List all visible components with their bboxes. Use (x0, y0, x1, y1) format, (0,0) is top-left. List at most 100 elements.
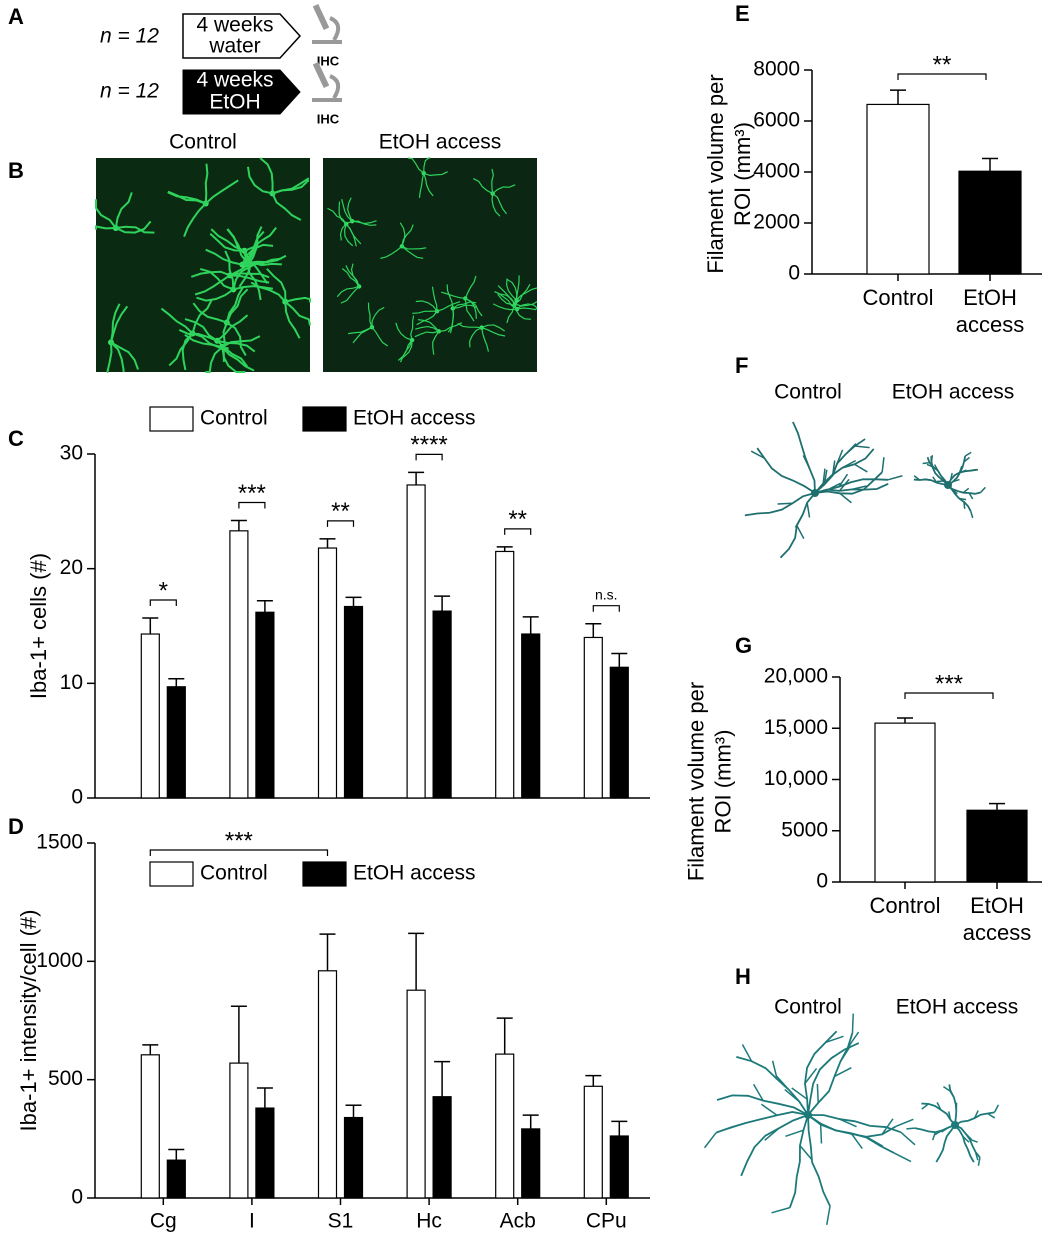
process (516, 303, 538, 310)
process (110, 341, 125, 373)
significance-label: *** (225, 827, 253, 854)
process (106, 342, 113, 373)
y-tick-label: 6000 (753, 109, 800, 132)
bar (495, 1053, 515, 1199)
process (225, 286, 245, 323)
bar (521, 633, 541, 799)
bar (958, 170, 1022, 275)
dendrite (744, 492, 816, 517)
significance-bracket (504, 528, 532, 535)
dendrite (760, 1103, 778, 1116)
process (347, 197, 353, 222)
process (516, 307, 538, 311)
process (367, 302, 373, 328)
process (348, 326, 373, 335)
dendrite (887, 475, 903, 481)
y-axis-label-box: Filament volume per ROI (mm³) (703, 74, 755, 273)
microscope-icon (312, 61, 342, 102)
process (168, 332, 194, 367)
arrow-box (182, 69, 301, 115)
y-tick-label: 0 (71, 786, 83, 809)
dendrite (913, 478, 949, 486)
box-text: water (208, 35, 260, 58)
significance-bracket (326, 520, 355, 527)
process (436, 301, 461, 312)
y-tick-label: 10,000 (764, 767, 828, 790)
dendrite (715, 1111, 809, 1134)
y-tick-label: 1500 (36, 831, 83, 854)
dendrite (814, 448, 875, 494)
x-tick-label-box: Control (863, 285, 934, 310)
bar (966, 809, 1028, 883)
y-tick-label: 0 (788, 262, 800, 285)
dendrite (977, 1157, 981, 1166)
process (423, 171, 448, 176)
dendrite (987, 1112, 996, 1119)
process (225, 288, 249, 323)
dendrite (741, 1044, 753, 1062)
bar (140, 1054, 160, 1199)
dendrite (993, 1104, 1000, 1113)
process (401, 245, 424, 259)
panel-label: C (8, 426, 24, 451)
significance-bracket (592, 605, 620, 612)
readout: IHC (317, 111, 340, 126)
process (481, 324, 505, 332)
dendrite (922, 461, 930, 465)
dendrite (854, 463, 868, 473)
significance-label: ** (933, 51, 952, 78)
x-tick-label-box: Control (870, 893, 941, 918)
process (246, 166, 273, 195)
dendrite (816, 1083, 819, 1103)
process (205, 179, 239, 205)
legend-label: EtOH access (353, 407, 476, 430)
process (199, 267, 234, 291)
dendrite (954, 1124, 975, 1163)
y-tick-label: 8000 (753, 58, 800, 81)
process (226, 321, 247, 356)
dendrite (814, 483, 889, 494)
process (205, 248, 243, 266)
x-tick-label: S1 (328, 1210, 354, 1233)
process (415, 325, 440, 332)
y-tick-label: 0 (71, 1186, 83, 1209)
process (340, 286, 360, 304)
y-tick-label: 15,000 (764, 716, 828, 739)
bar (432, 610, 452, 799)
dendrite (838, 478, 850, 492)
process (224, 250, 235, 290)
box-text: 4 weeks (196, 14, 273, 37)
process (284, 301, 301, 339)
process (229, 272, 270, 279)
dendrite (964, 451, 972, 457)
dendrite (806, 502, 811, 518)
dendrite (807, 1114, 831, 1207)
significance-label: * (159, 577, 168, 604)
bar (166, 1159, 186, 1199)
dendrite (771, 1060, 778, 1080)
process (266, 268, 287, 302)
bar (609, 1135, 629, 1199)
significance-bracket (149, 599, 177, 606)
panel-label: B (8, 158, 24, 183)
process (178, 329, 218, 342)
process (464, 275, 477, 299)
significance-bracket (149, 849, 329, 856)
process (423, 173, 434, 197)
bar (521, 1128, 541, 1199)
process (183, 202, 207, 238)
bar (140, 633, 160, 799)
process (446, 284, 454, 309)
process (204, 163, 209, 204)
y-tick-label: 2000 (753, 211, 800, 234)
process (438, 322, 463, 332)
dendrite (807, 1114, 902, 1134)
image-title: Control (774, 381, 842, 404)
image-title: EtOH access (892, 381, 1015, 404)
process (184, 318, 218, 342)
group-size: n = 12 (100, 25, 159, 48)
dendrite (947, 455, 967, 486)
process (352, 220, 377, 225)
process (423, 157, 431, 174)
